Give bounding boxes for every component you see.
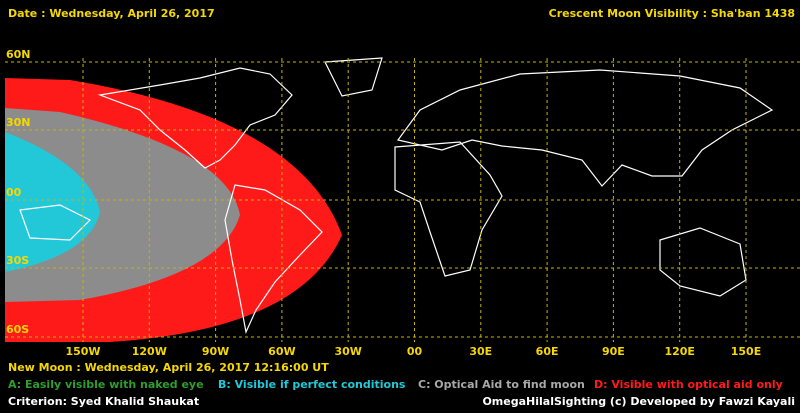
date: Date : Wednesday, April 26, 2017 xyxy=(8,7,215,20)
lon-label: 90W xyxy=(202,345,229,358)
map-title: Crescent Moon Visibility : Sha'ban 1438 xyxy=(549,7,795,20)
grid xyxy=(5,58,800,342)
credit: OmegaHilalSighting (c) Developed by Fawz… xyxy=(482,395,795,408)
greenland xyxy=(324,57,383,97)
lon-label: 120W xyxy=(132,345,167,358)
labels: Date : Wednesday, April 26, 2017 Crescen… xyxy=(6,7,795,408)
north-america xyxy=(97,67,293,169)
africa xyxy=(394,141,503,277)
lat-label: 30N xyxy=(6,116,31,129)
legend-item: B: Visible if perfect conditions xyxy=(218,378,406,391)
lat-label: 30S xyxy=(6,254,29,267)
lon-label: 90E xyxy=(602,345,625,358)
lat-label: 00 xyxy=(6,186,22,199)
eurasia xyxy=(396,69,774,187)
new-moon: New Moon : Wednesday, April 26, 2017 12:… xyxy=(8,361,329,374)
lon-label: 30W xyxy=(334,345,361,358)
lon-label: 00 xyxy=(407,345,423,358)
visibility-zones xyxy=(5,78,342,342)
australia xyxy=(659,227,747,297)
legend-item: A: Easily visible with naked eye xyxy=(8,378,204,391)
lon-label: 60E xyxy=(536,345,559,358)
continents xyxy=(19,57,774,334)
legend-item: D: Visible with optical aid only xyxy=(594,378,783,391)
lon-label: 30E xyxy=(469,345,492,358)
pacific-outline xyxy=(19,204,92,241)
lat-label: 60S xyxy=(6,323,29,336)
south-america xyxy=(224,184,323,334)
lon-label: 60W xyxy=(268,345,295,358)
lon-label: 150W xyxy=(65,345,100,358)
lon-label: 120E xyxy=(664,345,694,358)
criterion: Criterion: Syed Khalid Shaukat xyxy=(8,395,199,408)
zone-c xyxy=(5,108,240,302)
zone-b xyxy=(5,132,100,272)
lat-label: 60N xyxy=(6,48,31,61)
lon-label: 150E xyxy=(731,345,761,358)
legend-item: C: Optical Aid to find moon xyxy=(418,378,585,391)
